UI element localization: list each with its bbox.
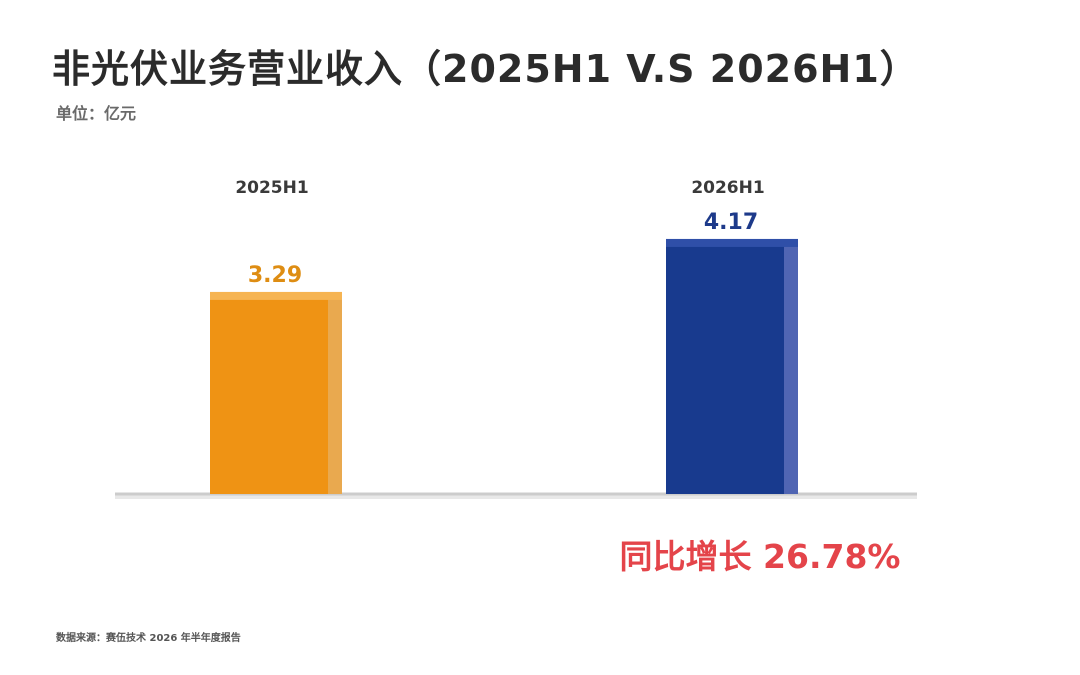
bar-side-2025H1: [328, 295, 342, 494]
page-title: 非光伏业务营业收入（2025H1 V.S 2026H1）: [52, 47, 919, 91]
source-label: 数据来源：赛伍技术 2026 年半年度报告: [56, 633, 241, 644]
bar-top-2026H1: [666, 238, 798, 247]
value-label-2026H1: 4.17: [704, 210, 758, 235]
unit-label: 单位：亿元: [56, 104, 137, 123]
bar-top-2025H1: [210, 291, 342, 300]
bar-2025H1: [210, 295, 328, 494]
baseline-shadow: [115, 495, 917, 499]
growth-label: 同比增长 26.78%: [619, 537, 901, 576]
category-label-2026H1: 2026H1: [691, 178, 764, 198]
bar-side-2026H1: [784, 242, 798, 494]
category-label-2025H1: 2025H1: [235, 178, 308, 198]
bar-2026H1: [666, 242, 784, 494]
value-label-2025H1: 3.29: [248, 263, 302, 288]
